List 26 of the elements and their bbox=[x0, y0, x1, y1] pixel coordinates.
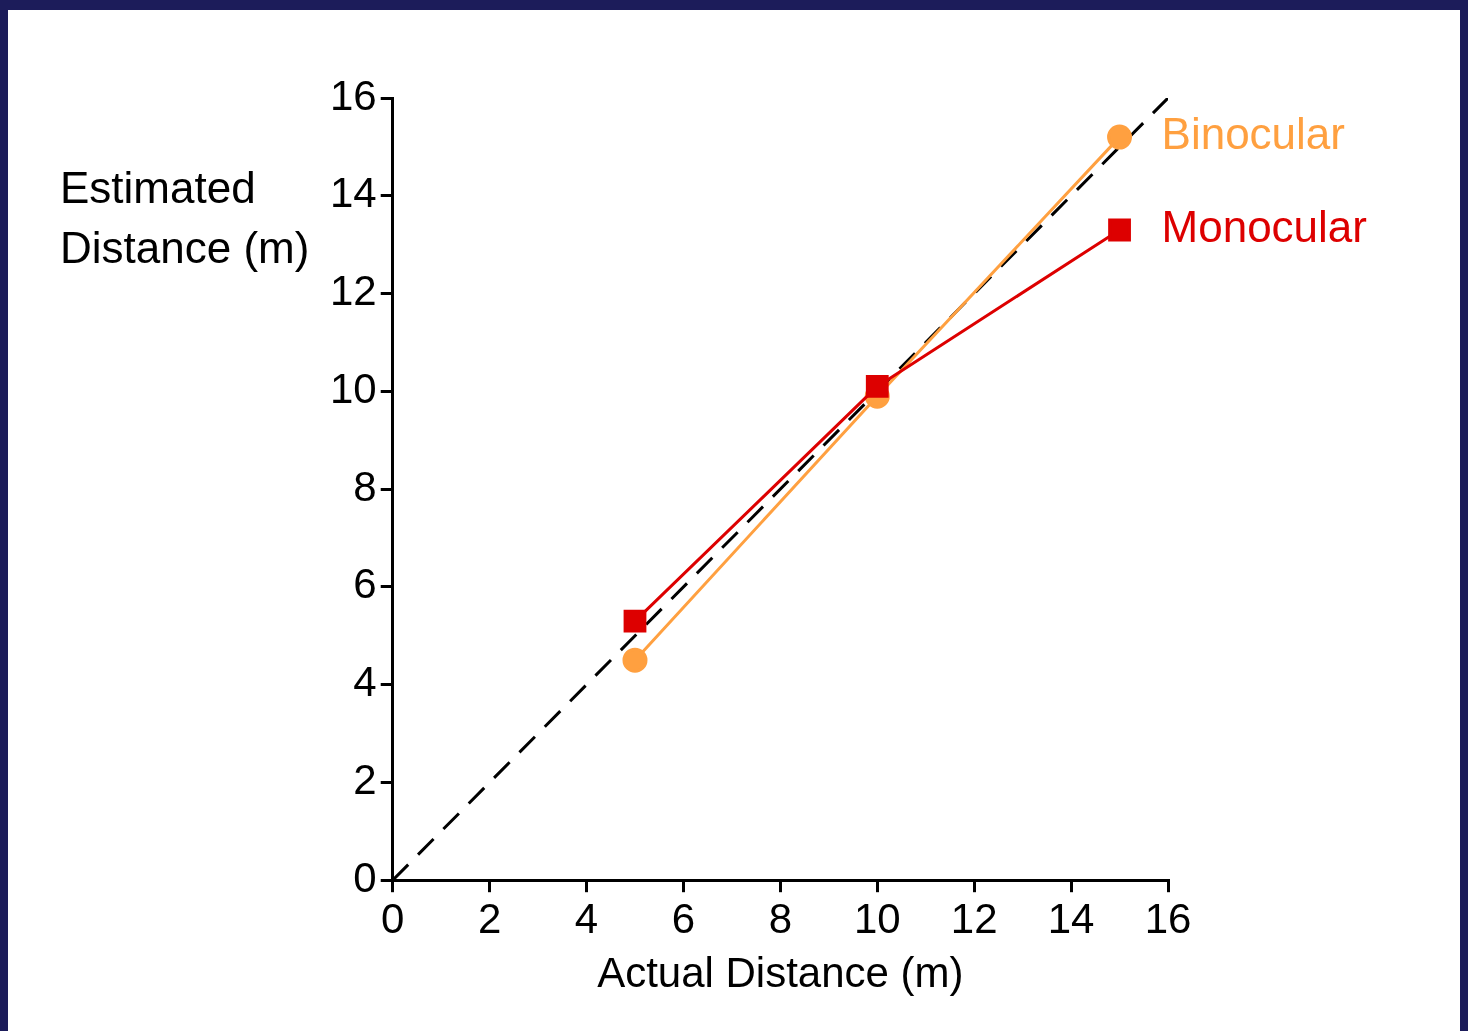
point bbox=[1107, 124, 1133, 150]
x-axis-title: Actual Distance (m) bbox=[597, 949, 964, 997]
x-tick-label: 12 bbox=[950, 894, 998, 942]
y-tick-label: 0 bbox=[353, 853, 377, 901]
x-tick-label: 6 bbox=[671, 894, 696, 942]
x-tick-label: 2 bbox=[477, 894, 502, 942]
y-tick-label: 8 bbox=[353, 462, 377, 510]
x-tick-label: 16 bbox=[1144, 894, 1192, 942]
y-tick-label: 14 bbox=[330, 169, 377, 217]
y-tick-label: 16 bbox=[330, 71, 377, 119]
series-label: Binocular bbox=[1161, 109, 1345, 159]
x-tick-label: 4 bbox=[574, 894, 599, 942]
x-tick-label: 14 bbox=[1047, 894, 1095, 942]
series-label: Monocular bbox=[1161, 202, 1367, 252]
point bbox=[865, 375, 889, 398]
x-tick-label: 8 bbox=[768, 894, 793, 942]
y-tick-label: 2 bbox=[353, 756, 377, 803]
y-tick-label: 6 bbox=[353, 560, 377, 608]
y-tick-label: 4 bbox=[353, 658, 377, 706]
point bbox=[1108, 218, 1131, 242]
x-tick-label: 10 bbox=[853, 894, 901, 942]
point bbox=[622, 647, 648, 673]
point bbox=[623, 609, 647, 633]
y-axis-title: Estimated Distance (m) bbox=[60, 163, 310, 272]
y-tick-label: 10 bbox=[330, 364, 377, 412]
y-tick-label: 12 bbox=[330, 267, 377, 315]
